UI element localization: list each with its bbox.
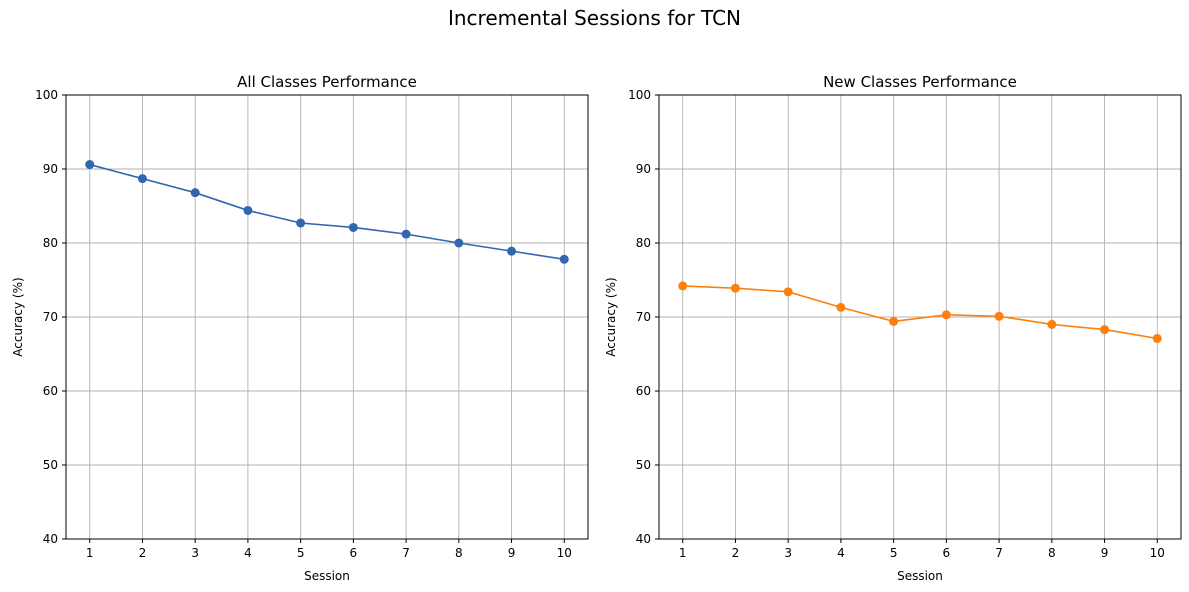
x-tick-label: 10 [1150,546,1165,560]
x-tick-label: 8 [455,546,463,560]
x-tick-label: 5 [890,546,898,560]
y-tick-label: 60 [636,384,651,398]
y-axis-label: Accuracy (%) [604,277,618,356]
y-tick-label: 50 [636,458,651,472]
y-tick-label: 40 [43,532,58,546]
y-tick-label: 80 [43,236,58,250]
data-point [243,205,253,215]
data-point [348,222,358,232]
x-tick-label: 6 [350,546,358,560]
data-point [296,218,306,228]
x-tick-label: 1 [86,546,94,560]
data-point [836,302,846,312]
x-tick-label: 5 [297,546,305,560]
data-point [1152,333,1162,343]
series-line [89,163,565,261]
data-point [1100,325,1110,335]
data-point [1047,319,1057,329]
data-point [85,160,95,170]
x-axis-label: Session [304,569,350,583]
y-tick-label: 100 [628,88,651,102]
x-tick-label: 10 [557,546,572,560]
y-tick-label: 70 [636,310,651,324]
data-point [137,174,147,184]
chart-title: New Classes Performance [823,73,1017,91]
x-tick-label: 3 [784,546,792,560]
x-tick-label: 9 [1101,546,1109,560]
y-axis-label: Accuracy (%) [11,277,25,356]
figure-title: Incremental Sessions for TCN [447,6,742,30]
y-tick-label: 100 [35,88,58,102]
series-line [682,285,1158,340]
x-tick-label: 2 [732,546,740,560]
y-tick-label: 80 [636,236,651,250]
data-point [507,246,517,256]
x-tick-label: 7 [995,546,1003,560]
x-tick-label: 4 [837,546,845,560]
data-point [994,311,1004,321]
y-tick-label: 50 [43,458,58,472]
x-axis-label: Session [897,569,943,583]
data-point [678,281,688,291]
x-tick-label: 8 [1048,546,1056,560]
data-point [889,316,899,326]
data-point [559,254,569,264]
x-tick-label: 2 [139,546,147,560]
x-tick-label: 1 [679,546,687,560]
y-tick-label: 90 [636,162,651,176]
data-point [783,287,793,297]
x-tick-label: 7 [402,546,410,560]
y-tick-label: 60 [43,384,58,398]
data-point [190,188,200,198]
x-tick-label: 9 [508,546,516,560]
data-point [730,283,740,293]
chart-title: All Classes Performance [237,73,417,91]
x-tick-label: 3 [191,546,199,560]
y-tick-label: 70 [43,310,58,324]
y-tick-label: 40 [636,532,651,546]
data-point [941,310,951,320]
data-point [454,238,464,248]
y-tick-label: 90 [43,162,58,176]
data-point [401,229,411,239]
x-tick-label: 4 [244,546,252,560]
x-tick-label: 6 [943,546,951,560]
